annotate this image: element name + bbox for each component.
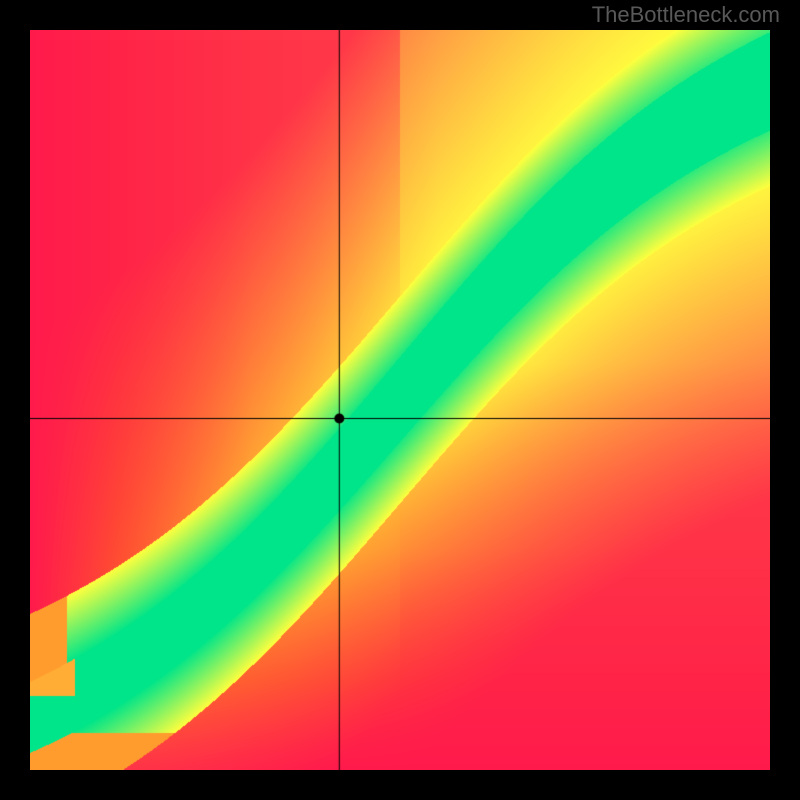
watermark-text: TheBottleneck.com xyxy=(592,2,780,28)
bottleneck-heatmap xyxy=(30,30,770,770)
frame-bottom xyxy=(0,770,800,800)
frame-left xyxy=(0,0,30,800)
chart-container: TheBottleneck.com xyxy=(0,0,800,800)
frame-right xyxy=(770,0,800,800)
